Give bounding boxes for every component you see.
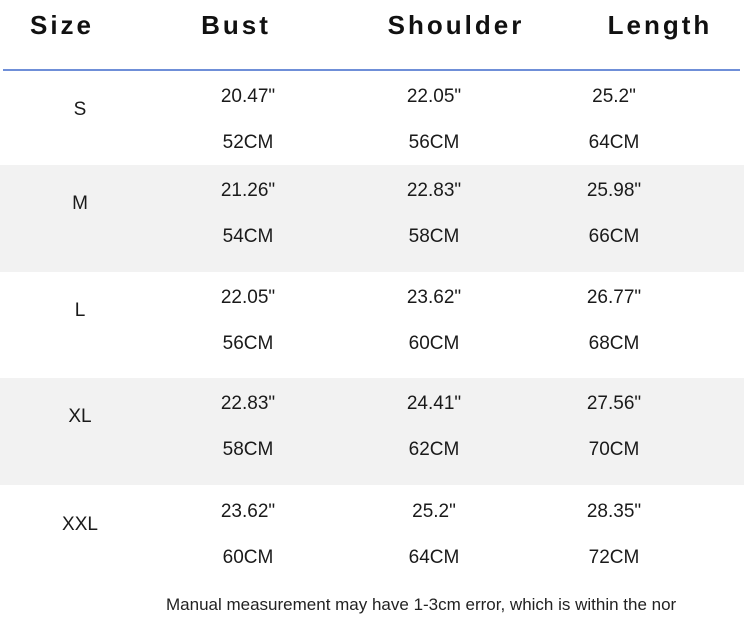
inch-value: 22.83"	[220, 393, 276, 414]
note: Manual measurement may have 1-3cm error,…	[166, 595, 677, 614]
column-header: Length	[607, 10, 713, 40]
inch-value: 20.47"	[220, 86, 276, 107]
header-rule	[3, 69, 740, 71]
inch-value: 22.83"	[406, 180, 462, 201]
size-label: S	[73, 99, 87, 120]
cm-value: 68CM	[588, 333, 640, 354]
row-band	[0, 165, 744, 272]
cm-value: 58CM	[222, 439, 274, 460]
inch-value: 25.98"	[586, 180, 642, 201]
cm-value: 62CM	[408, 439, 460, 460]
inch-value: 22.05"	[406, 86, 462, 107]
cm-value: 60CM	[222, 547, 274, 568]
cm-value: 66CM	[588, 226, 640, 247]
cm-value: 56CM	[408, 132, 460, 153]
row-band	[0, 378, 744, 485]
size-label: M	[72, 193, 88, 214]
cm-value: 72CM	[588, 547, 640, 568]
size-label: L	[74, 300, 86, 321]
size-label: XXL	[62, 514, 98, 535]
cm-value: 70CM	[588, 439, 640, 460]
inch-value: 25.2"	[412, 501, 456, 522]
cm-value: 64CM	[588, 132, 640, 153]
cm-value: 64CM	[408, 547, 460, 568]
inch-value: 23.62"	[220, 501, 276, 522]
cm-value: 56CM	[222, 333, 274, 354]
cm-value: 52CM	[222, 132, 274, 153]
column-header: Shoulder	[387, 10, 525, 40]
inch-value: 26.77"	[586, 287, 642, 308]
column-header: Bust	[201, 10, 271, 40]
inch-value: 24.41"	[406, 393, 462, 414]
column-header: Size	[29, 10, 95, 40]
inch-value: 21.26"	[220, 180, 276, 201]
cm-value: 60CM	[408, 333, 460, 354]
size-label: XL	[68, 406, 92, 427]
inch-value: 22.05"	[220, 287, 276, 308]
inch-value: 27.56"	[586, 393, 642, 414]
cm-value: 58CM	[408, 226, 460, 247]
inch-value: 28.35"	[586, 501, 642, 522]
inch-value: 25.2"	[592, 86, 636, 107]
inch-value: 23.62"	[406, 287, 462, 308]
cm-value: 54CM	[222, 226, 274, 247]
